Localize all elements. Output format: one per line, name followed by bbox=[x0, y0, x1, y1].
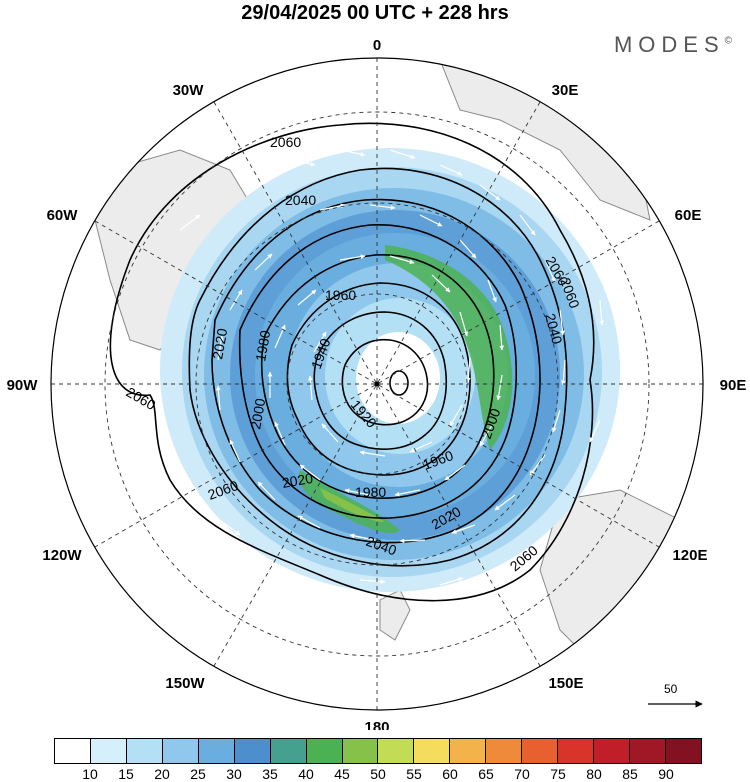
colorbar-tick-label: 25 bbox=[190, 766, 206, 782]
colorbar-cell bbox=[162, 739, 199, 763]
contour-label: 2000 bbox=[247, 397, 268, 431]
colorbar-cell bbox=[270, 739, 307, 763]
colorbar-cell bbox=[90, 739, 127, 763]
colorbar-cell bbox=[665, 739, 701, 763]
lon-label-150e: 150E bbox=[548, 675, 583, 692]
lon-label-120w: 120W bbox=[42, 547, 82, 564]
colorbar-tick-label: 45 bbox=[334, 766, 350, 782]
contour-2000 bbox=[238, 224, 518, 519]
lon-label-60w: 60W bbox=[47, 207, 79, 224]
contour-2020 bbox=[211, 198, 541, 544]
contour-label: 1980 bbox=[252, 329, 273, 363]
colorbar-tick-label: 30 bbox=[226, 766, 242, 782]
colorbar bbox=[54, 738, 702, 764]
contour-1960 bbox=[286, 282, 471, 476]
colorbar-tick-label: 50 bbox=[370, 766, 386, 782]
colorbar-cell bbox=[486, 739, 523, 763]
colorbar-cell bbox=[414, 739, 451, 763]
contour-1920 bbox=[341, 338, 429, 426]
contour-label: 2040 bbox=[542, 312, 566, 346]
copyright-mark: © bbox=[724, 35, 732, 47]
contour-2040 bbox=[188, 167, 568, 567]
colorbar-tick-label: 35 bbox=[262, 766, 278, 782]
colorbar-cell bbox=[630, 739, 666, 763]
lon-label-30w: 30W bbox=[173, 82, 205, 99]
polar-map: 2060 2040 2060 2060 2040 2060 2020 1960 … bbox=[7, 37, 747, 730]
colorbar-cell bbox=[522, 739, 559, 763]
contour-label: 2060 bbox=[270, 134, 301, 150]
contour-label: 1960 bbox=[325, 287, 356, 303]
contour-label: 1980 bbox=[355, 484, 386, 500]
graticule bbox=[51, 58, 703, 710]
colorbar-cell bbox=[342, 739, 379, 763]
lon-label-30e: 30E bbox=[552, 82, 579, 99]
contour-1980 bbox=[260, 254, 495, 499]
reference-vector-arrow bbox=[648, 700, 703, 708]
map-border bbox=[50, 57, 704, 711]
colorbar-cell bbox=[558, 739, 595, 763]
colorbar-labels: 10 15 20 25 30 35 40 45 50 55 60 65 70 75 80 85 90 bbox=[54, 766, 702, 782]
contour-2060 bbox=[109, 122, 595, 602]
brand-logo: MODES© bbox=[614, 32, 732, 58]
colorbar-tick-label: 20 bbox=[154, 766, 170, 782]
longitude-labels: 0 30E 60E 90E 120E 150E 180 150W 120W 90… bbox=[7, 37, 747, 730]
lon-label-120e: 120E bbox=[672, 547, 707, 564]
colorbar-tick-label: 10 bbox=[82, 766, 98, 782]
colorbar-tick-label: 60 bbox=[442, 766, 458, 782]
lon-label-150w: 150W bbox=[165, 675, 205, 692]
colorbar-cell bbox=[450, 739, 487, 763]
brand-name: MODES bbox=[613, 32, 725, 57]
contour-label: 2040 bbox=[285, 192, 316, 208]
wind-vectors bbox=[179, 149, 605, 586]
map-title: 29/04/2025 00 UTC + 228 hrs bbox=[241, 2, 509, 24]
contour-label: 2020 bbox=[209, 327, 230, 361]
jet-band-south-core bbox=[320, 488, 385, 522]
wind-speed-shading bbox=[160, 148, 620, 592]
colorbar-cell bbox=[234, 739, 271, 763]
jet-band-east bbox=[385, 245, 513, 450]
colorbar-cell bbox=[378, 739, 415, 763]
lon-label-90w: 90W bbox=[7, 377, 39, 394]
colorbar-tick-label: 80 bbox=[586, 766, 602, 782]
colorbar-cell bbox=[126, 739, 163, 763]
reference-vector-label: 50 bbox=[664, 682, 678, 696]
contour-label: 2020 bbox=[281, 470, 315, 491]
pole-marker bbox=[374, 381, 380, 387]
colorbar-tick-label: 90 bbox=[658, 766, 674, 782]
height-contours bbox=[109, 122, 595, 602]
colorbar-tick-label: 70 bbox=[514, 766, 530, 782]
colorbar-cell bbox=[594, 739, 630, 763]
colorbar-cell bbox=[55, 739, 91, 763]
colorbar-tick-label: 55 bbox=[406, 766, 422, 782]
colorbar-tick-label: 15 bbox=[118, 766, 134, 782]
lon-label-90e: 90E bbox=[720, 377, 747, 394]
colorbar-tick-label: 75 bbox=[550, 766, 566, 782]
contour-1940 bbox=[313, 311, 447, 450]
colorbar-tick-label: 65 bbox=[478, 766, 494, 782]
lon-label-180: 180 bbox=[364, 719, 389, 730]
colorbar-cell bbox=[306, 739, 343, 763]
contour-low-center bbox=[389, 370, 409, 396]
lon-label-0: 0 bbox=[373, 37, 381, 54]
colorbar-tick-label: 85 bbox=[622, 766, 638, 782]
lon-label-60e: 60E bbox=[675, 207, 702, 224]
colorbar-cell bbox=[198, 739, 235, 763]
colorbar-tick-label: 40 bbox=[298, 766, 314, 782]
